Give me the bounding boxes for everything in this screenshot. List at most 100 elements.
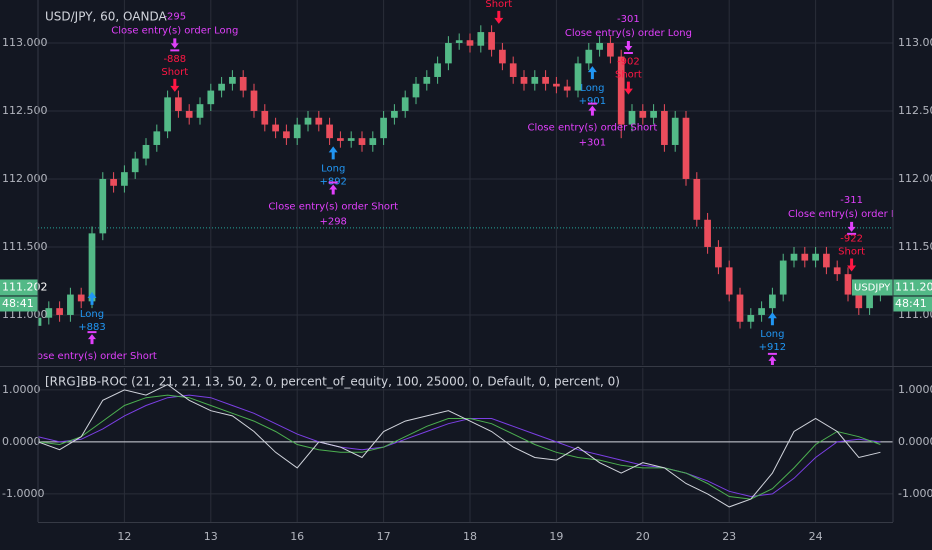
candle-body: [585, 49, 593, 64]
candle-body: [455, 40, 463, 43]
x-tick-label: 20: [636, 530, 650, 543]
long-arrow: [587, 66, 597, 80]
candle-body: [56, 308, 63, 315]
candle-body: [369, 138, 377, 145]
y-tick-label-right: 1.0000: [898, 383, 932, 396]
candle-body: [499, 49, 506, 64]
signal-label: Close entry(s) order Short: [268, 201, 398, 212]
signal-label: Long: [80, 309, 104, 320]
close-marker: [587, 102, 597, 116]
candle-body: [628, 110, 636, 125]
x-tick-label: 13: [204, 530, 218, 543]
candle-body: [812, 253, 819, 261]
price-pane: Long +883 Close entry(s) order Short Close …: [38, 0, 915, 365]
signal-label: Short: [485, 0, 512, 10]
y-tick-label-left: 113.000: [2, 36, 48, 49]
candle-body: [466, 40, 474, 46]
signal-label: Short: [838, 246, 865, 257]
candle-body: [67, 294, 74, 315]
candle-body: [131, 158, 139, 173]
countdown-label: 48:41: [2, 297, 34, 310]
candle-body: [509, 63, 517, 77]
candle-body: [239, 76, 247, 91]
candle-body: [391, 110, 398, 118]
y-tick-label-right: 112.500: [898, 104, 932, 117]
indicator-line: [38, 384, 881, 508]
candle-body: [488, 32, 495, 50]
candle-body: [607, 42, 614, 57]
last-price-label: 111.202: [895, 280, 932, 293]
candle-body: [553, 83, 560, 87]
candle-body: [477, 32, 485, 46]
candle-body: [704, 219, 711, 247]
candle-body: [326, 124, 333, 139]
candle-body: [747, 314, 755, 322]
candle-body: [315, 117, 323, 125]
candle-body: [855, 294, 863, 309]
candle-body: [358, 138, 366, 145]
candle-body: [725, 267, 733, 295]
candle-body: [682, 117, 690, 179]
short-arrow: [623, 81, 633, 95]
symbol-label: USDJPY: [854, 282, 891, 293]
candle-body: [650, 110, 657, 118]
candle-body: [693, 178, 701, 220]
signal-label: -902: [617, 57, 640, 68]
candle-body: [736, 294, 744, 322]
x-tick-label: 12: [117, 530, 131, 543]
candle-body: [272, 124, 279, 132]
candle-body: [304, 117, 312, 125]
y-tick-label-left: 111.500: [2, 240, 48, 253]
y-tick-label-left: 1.0000: [2, 383, 41, 396]
candle-body: [207, 90, 215, 105]
candle-body: [574, 63, 582, 91]
symbol-tag: [852, 279, 893, 296]
candle-body: [542, 76, 549, 84]
candle-body: [617, 56, 625, 125]
short-arrow: [494, 10, 504, 24]
long-arrow: [87, 291, 97, 305]
signal-label: Long: [760, 329, 784, 340]
y-tick-label-left: 0.0000: [2, 435, 41, 448]
countdown-tag: [0, 296, 38, 312]
candle-body: [769, 294, 776, 309]
signal-label: +901: [579, 96, 606, 107]
candle-body: [715, 246, 722, 268]
signal-label: -295: [163, 11, 186, 22]
signal-label: +912: [759, 342, 786, 353]
candle-body: [77, 294, 85, 302]
candle-body: [401, 97, 409, 111]
signal-label: +301: [579, 138, 606, 149]
y-tick-label-right: 112.000: [898, 172, 932, 185]
candle-body: [423, 76, 431, 84]
signal-label: Short: [615, 70, 642, 81]
long-arrow: [328, 146, 338, 160]
close-marker: [328, 181, 338, 195]
signal-label: Close entry(s) order Long: [788, 209, 915, 220]
countdown-label: 48:41: [895, 297, 927, 310]
short-arrow: [847, 258, 857, 272]
y-tick-label-right: -1.0000: [898, 487, 932, 500]
candle-body: [661, 110, 668, 145]
candle-body: [229, 76, 236, 84]
candle-body: [196, 104, 204, 118]
signal-label: Long: [321, 163, 345, 174]
candle-body: [520, 76, 528, 84]
indicator-title: [RRG]BB-ROC (21, 21, 21, 13, 50, 2, 0, p…: [45, 375, 620, 389]
candle-body: [153, 131, 161, 145]
close-marker: [767, 352, 777, 365]
candle-body: [380, 117, 387, 139]
candle-body: [779, 260, 787, 295]
candle-body: [790, 253, 798, 261]
candle-body: [596, 42, 603, 50]
signal-label: Close entry(s) order Short: [528, 123, 658, 134]
close-marker: [623, 41, 633, 55]
signal-label: +883: [78, 322, 105, 333]
candle-body: [844, 274, 852, 295]
signal-label: -888: [163, 54, 186, 65]
signal-label: -301: [617, 14, 640, 25]
candle-body: [531, 76, 539, 84]
candle-body: [833, 267, 841, 275]
